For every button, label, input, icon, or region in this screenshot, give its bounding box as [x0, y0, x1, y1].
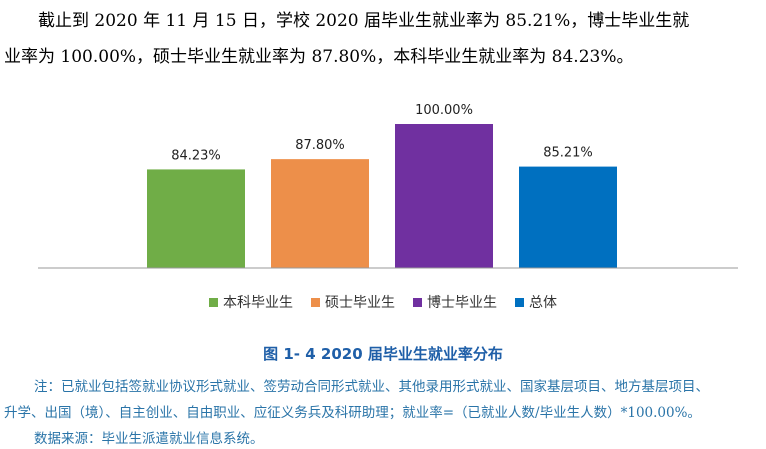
legend-label: 博士毕业生	[427, 295, 497, 311]
legend-item: 博士毕业生	[413, 292, 497, 312]
legend-swatch	[209, 297, 218, 307]
legend-label: 硕士毕业生	[325, 295, 395, 311]
chart-title: 图 1- 4 2020 届毕业生就业率分布	[263, 345, 503, 363]
bar-0	[147, 169, 245, 268]
legend-label: 本科毕业生	[223, 295, 293, 311]
note-line-2: 升学、出国（境）、自主创业、自由职业、应征义务兵及科研助理；就业率=（已就业人数…	[4, 405, 701, 421]
paragraph-line-1: 截止到 2020 年 11 月 15 日，学校 2020 届毕业生就业率为 85…	[38, 11, 690, 31]
data-label-3: 85.21%	[543, 146, 593, 161]
bar-chart: 84.23% 87.80% 100.00% 85.21%	[38, 103, 738, 269]
data-label-1: 87.80%	[295, 138, 345, 153]
legend-swatch	[413, 297, 422, 307]
legend-swatch	[311, 297, 320, 307]
chart-legend: 本科毕业生 硕士毕业生 博士毕业生 总体	[0, 292, 766, 312]
note-line-1: 注：已就业包括签就业协议形式就业、签劳动合同形式就业、其他录用形式就业、国家基层…	[34, 379, 709, 395]
data-label-0: 84.23%	[171, 148, 221, 163]
bar-2	[395, 124, 493, 268]
data-label-2: 100.00%	[415, 103, 473, 118]
bar-1	[271, 159, 369, 268]
legend-item: 总体	[515, 292, 557, 312]
legend-item: 硕士毕业生	[311, 292, 395, 312]
legend-label: 总体	[529, 295, 557, 311]
paragraph-line-2: 业率为 100.00%，硕士毕业生就业率为 87.80%，本科毕业生就业率为 8…	[4, 47, 634, 67]
legend-item: 本科毕业生	[209, 292, 293, 312]
legend-swatch	[515, 297, 524, 307]
data-source: 数据来源：毕业生派遣就业信息系统。	[34, 431, 264, 447]
bar-3	[519, 166, 617, 268]
